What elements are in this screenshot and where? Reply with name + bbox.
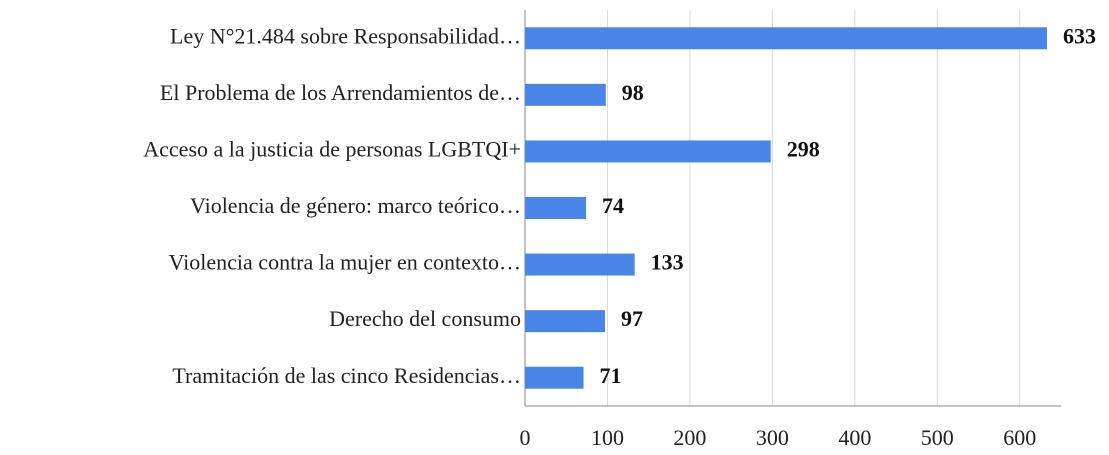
x-tick-label: 300 — [756, 425, 789, 450]
y-tick-label: Acceso a la justicia de personas LGBTQI+ — [143, 136, 521, 161]
value-label: 298 — [787, 136, 820, 161]
x-tick-label: 400 — [838, 425, 871, 450]
bar — [525, 310, 605, 333]
bar — [525, 140, 771, 163]
x-tick-label: 600 — [1003, 425, 1036, 450]
x-tick-label: 100 — [591, 425, 624, 450]
bar — [525, 253, 635, 276]
y-tick-label: Violencia contra la mujer en contexto… — [169, 250, 521, 275]
value-label: 98 — [622, 80, 644, 105]
value-label: 133 — [651, 250, 684, 275]
y-tick-label: Derecho del consumo — [329, 306, 521, 331]
bar — [525, 27, 1047, 50]
y-tick-label: El Problema de los Arrendamientos de… — [160, 80, 521, 105]
bar — [525, 83, 606, 106]
y-tick-label: Violencia de género: marco teórico… — [190, 193, 521, 218]
y-tick-label: Ley N°21.484 sobre Responsabilidad… — [170, 23, 521, 48]
x-tick-label: 500 — [921, 425, 954, 450]
value-label: 633 — [1063, 23, 1096, 48]
value-label: 97 — [621, 306, 643, 331]
value-label: 74 — [602, 193, 624, 218]
x-tick-label: 0 — [520, 425, 531, 450]
bar — [525, 366, 584, 389]
bar — [525, 197, 587, 219]
value-label: 71 — [600, 363, 622, 388]
y-tick-label: Tramitación de las cinco Residencias… — [172, 363, 521, 388]
x-tick-label: 200 — [673, 425, 706, 450]
